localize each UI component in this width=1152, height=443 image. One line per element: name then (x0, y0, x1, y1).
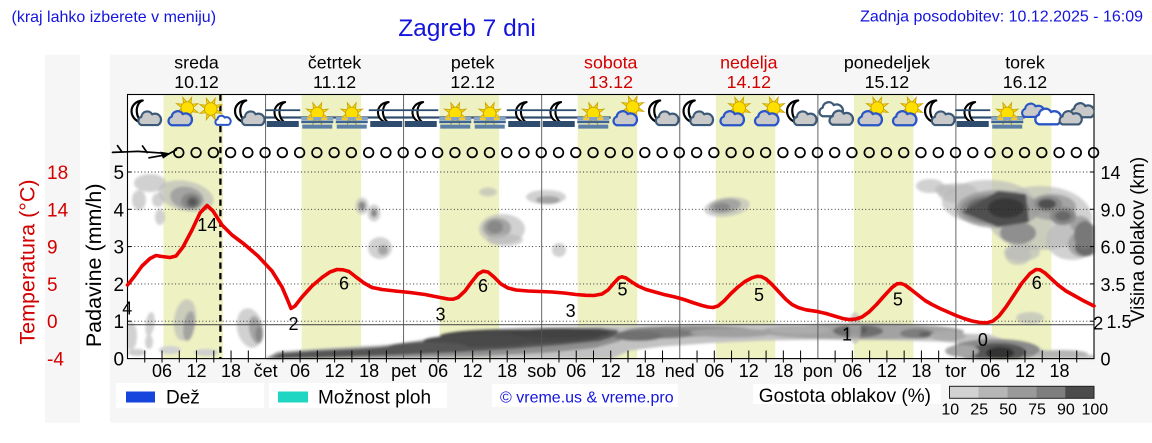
svg-text:torek: torek (1005, 53, 1045, 73)
svg-text:(kraj lahko izberete v meniju): (kraj lahko izberete v meniju) (12, 9, 217, 26)
svg-text:3: 3 (114, 238, 125, 259)
svg-text:0: 0 (978, 330, 988, 350)
svg-text:2: 2 (1093, 314, 1103, 334)
svg-text:10: 10 (941, 402, 959, 419)
svg-text:Padavine (mm/h): Padavine (mm/h) (82, 183, 106, 347)
svg-text:pet: pet (391, 361, 416, 381)
svg-text:ponedeljek: ponedeljek (844, 53, 930, 73)
svg-text:75: 75 (1028, 402, 1046, 419)
svg-text:0: 0 (47, 312, 58, 333)
svg-text:5: 5 (754, 285, 764, 305)
svg-text:18: 18 (47, 163, 68, 184)
svg-text:06: 06 (152, 361, 172, 381)
svg-text:16.12: 16.12 (1003, 72, 1048, 92)
svg-text:06: 06 (704, 361, 724, 381)
svg-text:50: 50 (999, 402, 1017, 419)
svg-text:25: 25 (970, 402, 988, 419)
svg-text:06: 06 (428, 361, 448, 381)
svg-text:9.0: 9.0 (1101, 200, 1126, 220)
svg-text:9: 9 (47, 238, 58, 259)
svg-text:5: 5 (893, 290, 903, 310)
svg-text:18: 18 (1049, 361, 1069, 381)
svg-text:Možnost ploh: Možnost ploh (318, 388, 431, 409)
svg-text:18: 18 (773, 361, 793, 381)
svg-text:06: 06 (842, 361, 862, 381)
svg-text:06: 06 (290, 361, 310, 381)
svg-text:2: 2 (114, 275, 125, 296)
svg-text:6: 6 (339, 274, 349, 294)
svg-text:12: 12 (739, 361, 759, 381)
svg-text:tor: tor (945, 361, 966, 381)
svg-text:14: 14 (197, 215, 217, 235)
svg-text:4: 4 (114, 200, 125, 221)
svg-text:0: 0 (1101, 350, 1111, 370)
svg-text:12.12: 12.12 (450, 72, 495, 92)
svg-text:3: 3 (566, 301, 576, 321)
svg-text:Dež: Dež (166, 388, 200, 409)
svg-text:18: 18 (635, 361, 655, 381)
svg-text:3.5: 3.5 (1101, 275, 1126, 295)
svg-text:10.12: 10.12 (174, 72, 219, 92)
svg-text:14: 14 (1101, 163, 1121, 183)
svg-text:12: 12 (187, 361, 207, 381)
svg-text:1: 1 (114, 312, 125, 333)
svg-text:3: 3 (435, 305, 445, 325)
svg-text:6.0: 6.0 (1101, 238, 1126, 258)
svg-text:1.5: 1.5 (1107, 312, 1132, 332)
svg-text:-4: -4 (47, 350, 64, 371)
svg-text:nedelja: nedelja (720, 53, 777, 73)
svg-text:18: 18 (359, 361, 379, 381)
svg-text:90: 90 (1057, 402, 1075, 419)
svg-text:čet: čet (254, 361, 278, 381)
svg-text:4: 4 (122, 299, 132, 319)
svg-text:6: 6 (478, 276, 488, 296)
svg-text:14: 14 (47, 200, 69, 221)
svg-text:11.12: 11.12 (313, 72, 356, 92)
svg-text:© vreme.us & vreme.pro: © vreme.us & vreme.pro (500, 390, 674, 407)
svg-text:5: 5 (47, 275, 58, 296)
svg-text:ned: ned (665, 361, 695, 381)
svg-text:Gostota oblakov (%): Gostota oblakov (%) (759, 386, 931, 407)
svg-text:100: 100 (1081, 402, 1108, 419)
svg-text:12: 12 (325, 361, 345, 381)
svg-text:2: 2 (288, 314, 298, 334)
svg-text:Temperatura (°C): Temperatura (°C) (16, 179, 40, 344)
svg-text:1: 1 (842, 325, 852, 345)
svg-text:sreda: sreda (174, 53, 219, 73)
svg-text:5: 5 (617, 280, 627, 300)
svg-text:6: 6 (1032, 273, 1042, 293)
svg-text:12: 12 (1015, 361, 1035, 381)
svg-text:Višina oblakov (km): Višina oblakov (km) (1128, 157, 1149, 322)
svg-text:12: 12 (601, 361, 621, 381)
svg-text:18: 18 (221, 361, 241, 381)
svg-text:Zagreb 7 dni: Zagreb 7 dni (398, 15, 536, 42)
svg-text:12: 12 (463, 361, 483, 381)
svg-text:06: 06 (566, 361, 586, 381)
svg-text:14.12: 14.12 (727, 72, 772, 92)
svg-text:12: 12 (877, 361, 897, 381)
svg-text:15.12: 15.12 (865, 72, 910, 92)
svg-text:0: 0 (114, 350, 125, 371)
svg-text:Zadnja posodobitev: 10.12.2025: Zadnja posodobitev: 10.12.2025 - 16:09 (860, 9, 1143, 26)
svg-text:13.12: 13.12 (589, 72, 634, 92)
svg-text:četrtek: četrtek (308, 53, 361, 73)
svg-text:petek: petek (451, 53, 495, 73)
svg-text:5: 5 (114, 163, 125, 184)
svg-text:sobota: sobota (584, 53, 637, 73)
svg-text:18: 18 (911, 361, 931, 381)
svg-text:18: 18 (497, 361, 517, 381)
svg-text:sob: sob (527, 361, 556, 381)
svg-text:pon: pon (803, 361, 833, 381)
svg-text:06: 06 (980, 361, 1000, 381)
